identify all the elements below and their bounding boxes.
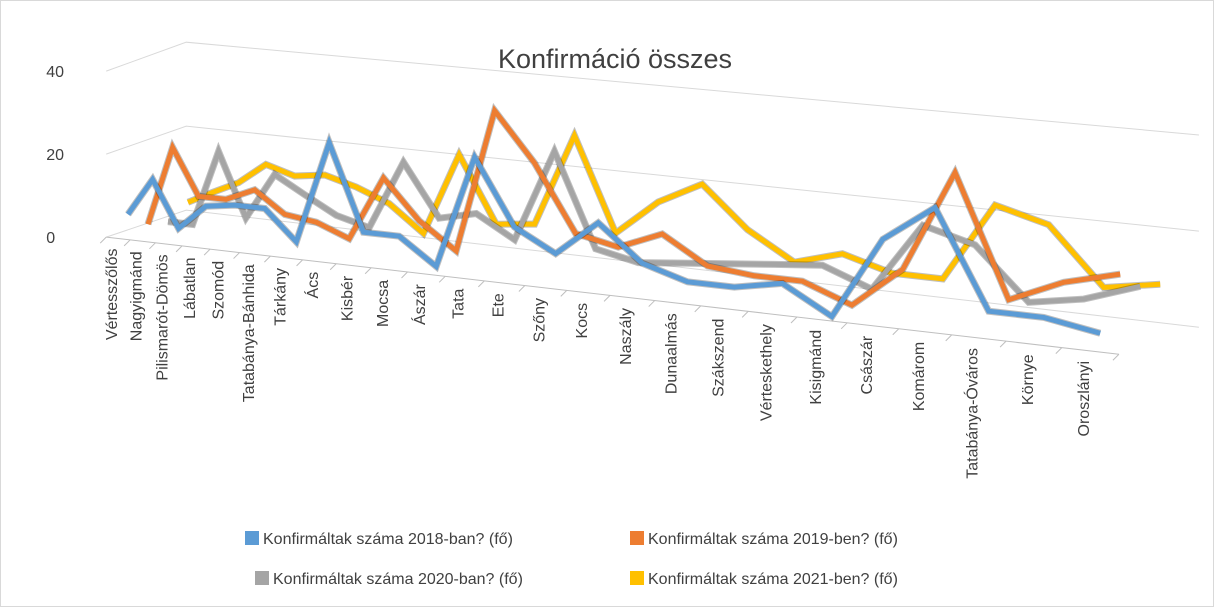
x-tick-label: Dunaalmás (664, 313, 681, 394)
x-tick-label: Oroszlányi (1076, 361, 1093, 437)
x-tick-label: Császár (859, 335, 876, 394)
x-tick-label: Szákszend (710, 319, 727, 397)
x-tick (264, 255, 271, 263)
x-tick (945, 334, 953, 342)
legend-label: Konfirmáltak száma 2019-ben? (fő) (648, 531, 898, 548)
legend-label: Konfirmáltak száma 2020-ban? (fő) (273, 571, 523, 588)
x-tick (694, 305, 702, 313)
grid-line (106, 209, 1199, 328)
x-tick (1055, 347, 1063, 354)
x-tick (329, 263, 337, 271)
series-line (187, 129, 1161, 291)
series-line (125, 135, 1101, 336)
x-tick-label: Tatabánya-Bánhida (241, 264, 258, 402)
x-tick-label: Szőny (532, 298, 549, 342)
legend-swatch (245, 531, 259, 545)
y-tick-label: 40 (46, 64, 64, 81)
x-tick-label: Naszály (618, 308, 635, 365)
y-tick-label: 0 (46, 230, 55, 247)
x-tick-label: Vérteskethely (758, 324, 775, 421)
x-tick-label: Kisbér (339, 275, 356, 321)
x-tick-label: Ete (490, 293, 507, 317)
x-tick (999, 340, 1007, 348)
x-tick-label: Komárom (911, 342, 928, 411)
chart-title: Konfirmáció összes (498, 44, 732, 74)
x-tick (648, 300, 656, 307)
x-tick (1112, 353, 1120, 361)
x-tick-label: Vértesszőlős (104, 249, 121, 341)
x-tick (296, 259, 303, 267)
x-tick-label: Tata (451, 288, 468, 318)
x-tick (892, 328, 900, 336)
x-tick (401, 271, 408, 279)
x-tick-label: Ászár (410, 283, 429, 325)
x-tick (123, 239, 131, 247)
x-tick (560, 290, 568, 297)
x-tick-label: Környe (1020, 354, 1037, 405)
x-tick (99, 236, 107, 244)
x-tick-label: Pilismarót-Dömös (155, 254, 172, 380)
legend-swatch (630, 571, 644, 585)
x-tick-label: Nagyigmánd (129, 251, 146, 341)
grid-line (106, 125, 1199, 232)
legend-label: Konfirmáltak száma 2021-ben? (fő) (648, 571, 898, 588)
legend-label: Konfirmáltak száma 2018-ban? (fő) (263, 531, 513, 548)
x-tick (741, 310, 749, 318)
series-line (145, 105, 1121, 309)
x-tick (840, 322, 848, 330)
x-tick-label: Mocsa (375, 280, 392, 327)
series-line (167, 144, 1141, 305)
x-tick (790, 316, 798, 324)
x-tick (149, 242, 156, 250)
x-tick (518, 285, 526, 292)
x-tick-label: Kisigmánd (808, 330, 825, 405)
x-tick (478, 280, 485, 288)
legend-swatch (255, 571, 269, 585)
x-tick-label: Ács (303, 272, 322, 299)
x-tick-label: Tatabánya-Óváros (963, 348, 982, 479)
x-tick (233, 252, 240, 259)
legend-swatch (630, 531, 644, 545)
x-tick (203, 248, 211, 256)
x-tick-label: Kocs (574, 303, 591, 339)
x-tick (438, 275, 446, 283)
x-tick (175, 245, 183, 253)
x-tick (603, 295, 611, 302)
x-tick-label: Tárkány (272, 268, 289, 326)
x-axis (106, 236, 1119, 355)
y-tick-label: 20 (46, 147, 64, 164)
x-tick (364, 267, 372, 275)
x-tick-label: Lábatlan (182, 258, 199, 319)
grid-line (106, 41, 1199, 136)
x-tick-label: Szomód (211, 261, 228, 320)
